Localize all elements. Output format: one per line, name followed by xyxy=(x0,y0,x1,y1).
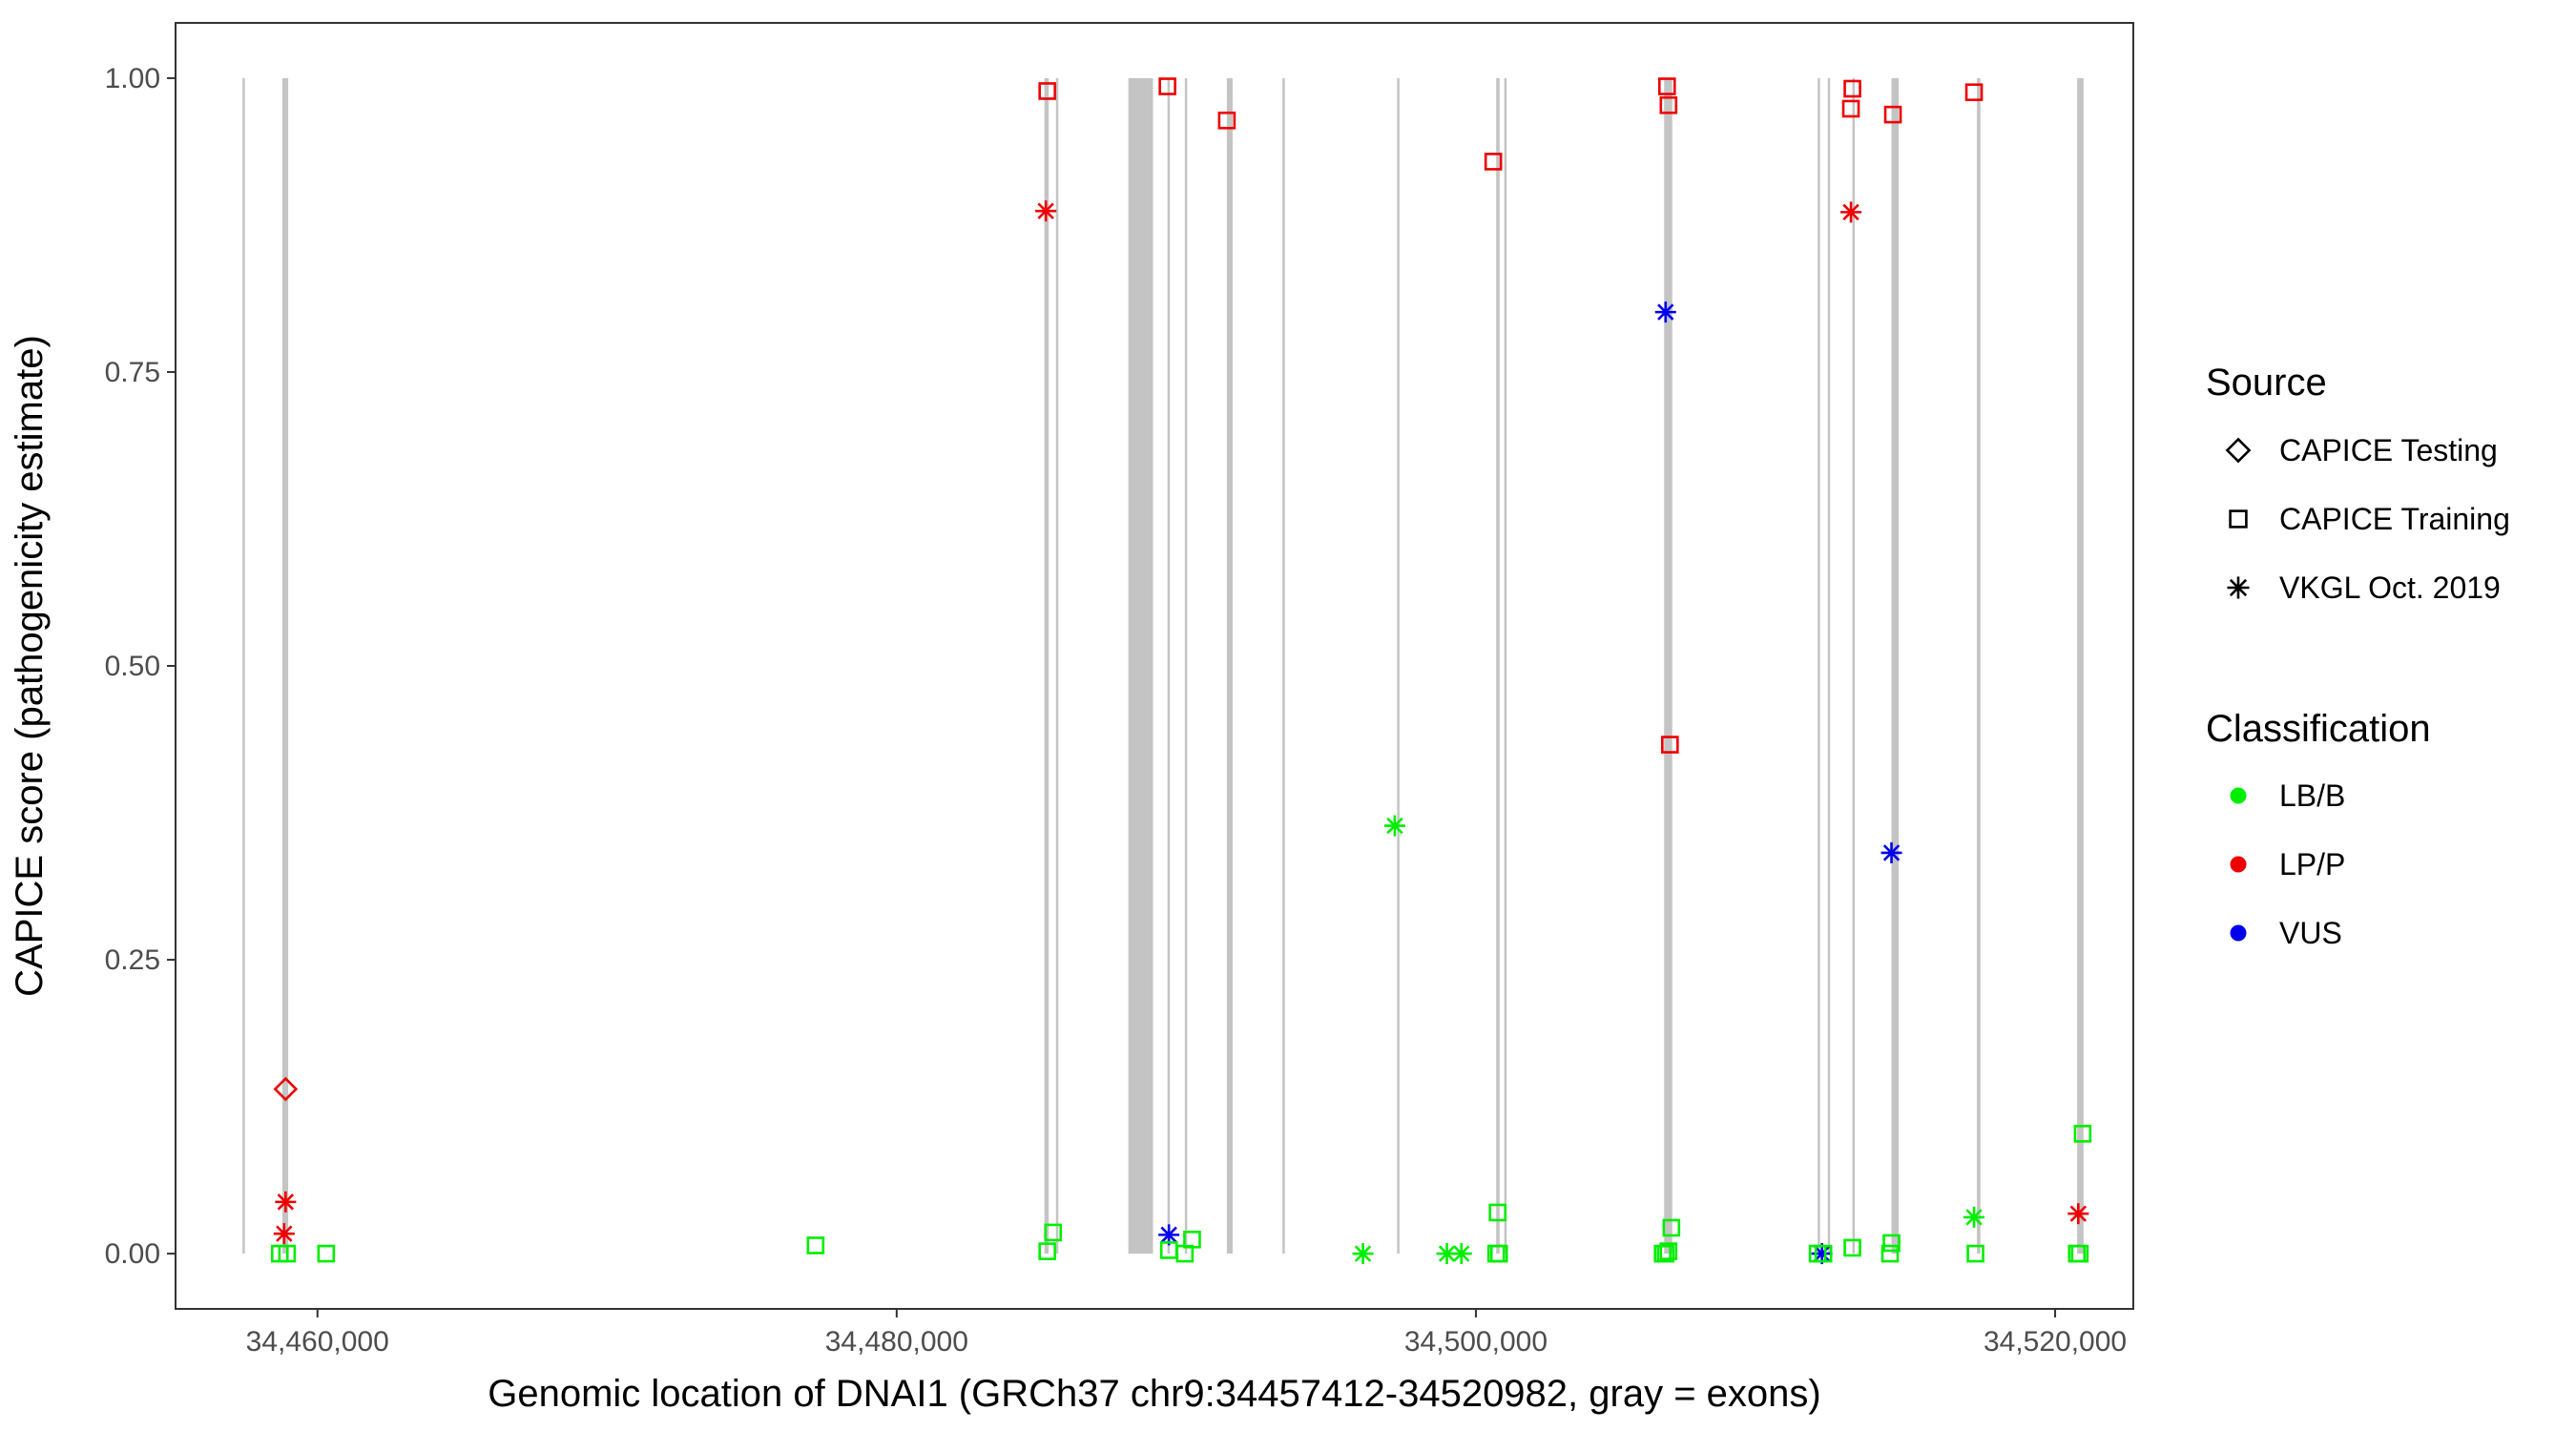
exon-band xyxy=(1664,77,1672,1255)
legend-color-dot xyxy=(2230,856,2247,873)
data-point xyxy=(1436,1243,1458,1265)
legend-source-label: CAPICE Testing xyxy=(2279,433,2498,467)
data-point xyxy=(1450,1243,1472,1265)
exon-band xyxy=(1167,77,1171,1255)
legend-key xyxy=(2227,576,2250,599)
legend-key xyxy=(2229,509,2248,529)
exon-band xyxy=(242,77,245,1255)
exon-band xyxy=(1891,77,1900,1255)
legend-classification-label: VUS xyxy=(2279,916,2342,950)
data-point xyxy=(273,1223,295,1245)
data-point xyxy=(1352,1243,1374,1265)
data-point xyxy=(1038,1242,1056,1260)
data-point xyxy=(1183,1231,1201,1249)
exon-band xyxy=(1044,77,1049,1255)
data-point xyxy=(1841,99,1860,118)
data-point xyxy=(2067,1203,2089,1225)
data-point xyxy=(1840,201,1862,223)
exon-band xyxy=(1184,77,1188,1255)
data-point xyxy=(1044,1223,1063,1242)
data-point xyxy=(278,1244,297,1263)
exon-band xyxy=(1496,77,1500,1255)
exon-band xyxy=(1226,77,1233,1255)
data-point xyxy=(1654,301,1676,323)
legend-key xyxy=(2225,437,2252,464)
data-point xyxy=(1038,82,1056,100)
exon-band xyxy=(1818,77,1820,1255)
data-point xyxy=(1489,1244,1508,1263)
legend-source-label: CAPICE Training xyxy=(2279,502,2510,536)
data-point xyxy=(1880,1244,1900,1263)
data-point xyxy=(806,1236,825,1255)
data-point xyxy=(1966,1244,1984,1263)
x-tick-label: 34,500,000 xyxy=(1404,1326,1548,1358)
legend-classification-items: LB/B LP/P VUS xyxy=(2230,778,2345,950)
data-point xyxy=(1659,95,1678,114)
exon-band xyxy=(1055,77,1059,1255)
legend-source-items: CAPICE Testing CAPICE Training VKGL Oct. 2… xyxy=(2225,433,2510,605)
data-point xyxy=(2070,1244,2089,1263)
exon-band xyxy=(1977,77,1981,1255)
y-tick-label: 0.50 xyxy=(105,651,160,682)
data-point xyxy=(1883,105,1902,124)
exon-band xyxy=(2077,77,2084,1255)
exon-band xyxy=(1852,77,1856,1255)
exon-bands xyxy=(242,77,2084,1255)
y-axis: 0.00 0.25 0.50 0.75 1.00 xyxy=(105,63,176,1270)
legend-source-title: Source xyxy=(2206,362,2327,404)
x-tick-label: 34,520,000 xyxy=(1984,1326,2127,1358)
legend-classification-label: LP/P xyxy=(2279,847,2345,881)
y-tick-label: 0.25 xyxy=(105,944,160,976)
x-axis-title: Genomic location of DNAI1 (GRCh37 chr9:3… xyxy=(488,1373,1820,1415)
exon-band xyxy=(1397,77,1400,1255)
data-point xyxy=(1843,1238,1861,1257)
data-point xyxy=(1383,815,1405,837)
x-tick-label: 34,460,000 xyxy=(246,1326,389,1358)
x-tick-label: 34,480,000 xyxy=(825,1326,968,1358)
legend-source-label: VKGL Oct. 2019 xyxy=(2279,570,2501,605)
x-axis: 34,460,000 34,480,000 34,500,000 34,520,000 xyxy=(246,1309,2127,1358)
data-point xyxy=(1035,200,1057,222)
data-point xyxy=(1657,77,1676,95)
data-point xyxy=(1484,153,1503,171)
data-point xyxy=(317,1244,336,1263)
exon-band xyxy=(1827,77,1831,1255)
data-point xyxy=(1963,1206,1985,1228)
y-tick-label: 0.75 xyxy=(105,357,160,388)
exon-band xyxy=(1504,77,1507,1255)
data-point xyxy=(1814,1244,1833,1263)
y-tick-label: 0.00 xyxy=(105,1238,160,1270)
data-point xyxy=(1217,111,1236,130)
y-tick-label: 1.00 xyxy=(105,63,160,94)
data-point xyxy=(1662,1218,1681,1237)
data-point xyxy=(1882,1234,1901,1253)
data-point xyxy=(273,1076,299,1102)
data-point xyxy=(1656,1244,1675,1263)
legend-classification-title: Classification xyxy=(2206,708,2431,750)
exon-band xyxy=(1282,77,1285,1255)
legend-color-dot xyxy=(2230,924,2247,942)
data-point xyxy=(1488,1203,1507,1222)
legend-color-dot xyxy=(2230,787,2247,804)
data-point xyxy=(1659,1242,1678,1260)
data-point xyxy=(1964,83,1984,101)
legend: Source CAPICE Testing CAPICE Training VKGL… xyxy=(2206,362,2510,950)
data-points xyxy=(270,77,2092,1265)
exon-band xyxy=(1128,77,1153,1255)
data-point xyxy=(2073,1125,2092,1143)
legend-classification-label: LB/B xyxy=(2279,778,2345,813)
data-point xyxy=(1880,841,1902,863)
data-point xyxy=(1843,79,1861,98)
y-axis-title: CAPICE score (pathogenicity estimate) xyxy=(9,335,51,997)
data-point xyxy=(1661,736,1679,754)
exon-band xyxy=(282,77,289,1255)
data-point xyxy=(275,1191,297,1213)
data-point xyxy=(1158,77,1176,95)
